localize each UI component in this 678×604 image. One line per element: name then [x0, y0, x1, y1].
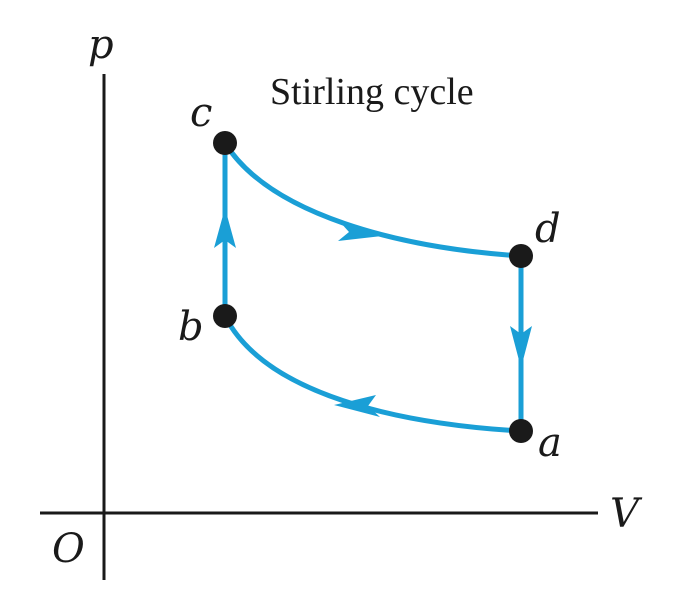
origin-label: O	[52, 526, 85, 572]
state-point-a	[509, 419, 533, 443]
state-point-d	[509, 244, 533, 268]
arrow-c-to-d-icon	[338, 222, 382, 241]
process-a-to-b	[222, 313, 524, 434]
arrow-d-to-a-icon	[510, 326, 532, 368]
diagram-title: Stirling cycle	[270, 71, 474, 113]
state-point-b	[213, 304, 237, 328]
state-label-d: d	[535, 206, 561, 252]
process-c-to-d	[222, 140, 524, 259]
v-axis-label: V	[610, 491, 643, 537]
state-point-c	[213, 131, 237, 155]
p-axis-label: p	[88, 22, 114, 68]
arrow-b-to-c-icon	[214, 208, 236, 248]
arrow-a-to-b-icon	[334, 395, 380, 417]
state-label-c: c	[190, 90, 212, 136]
state-label-a: a	[538, 420, 562, 466]
state-label-b: b	[178, 304, 204, 350]
